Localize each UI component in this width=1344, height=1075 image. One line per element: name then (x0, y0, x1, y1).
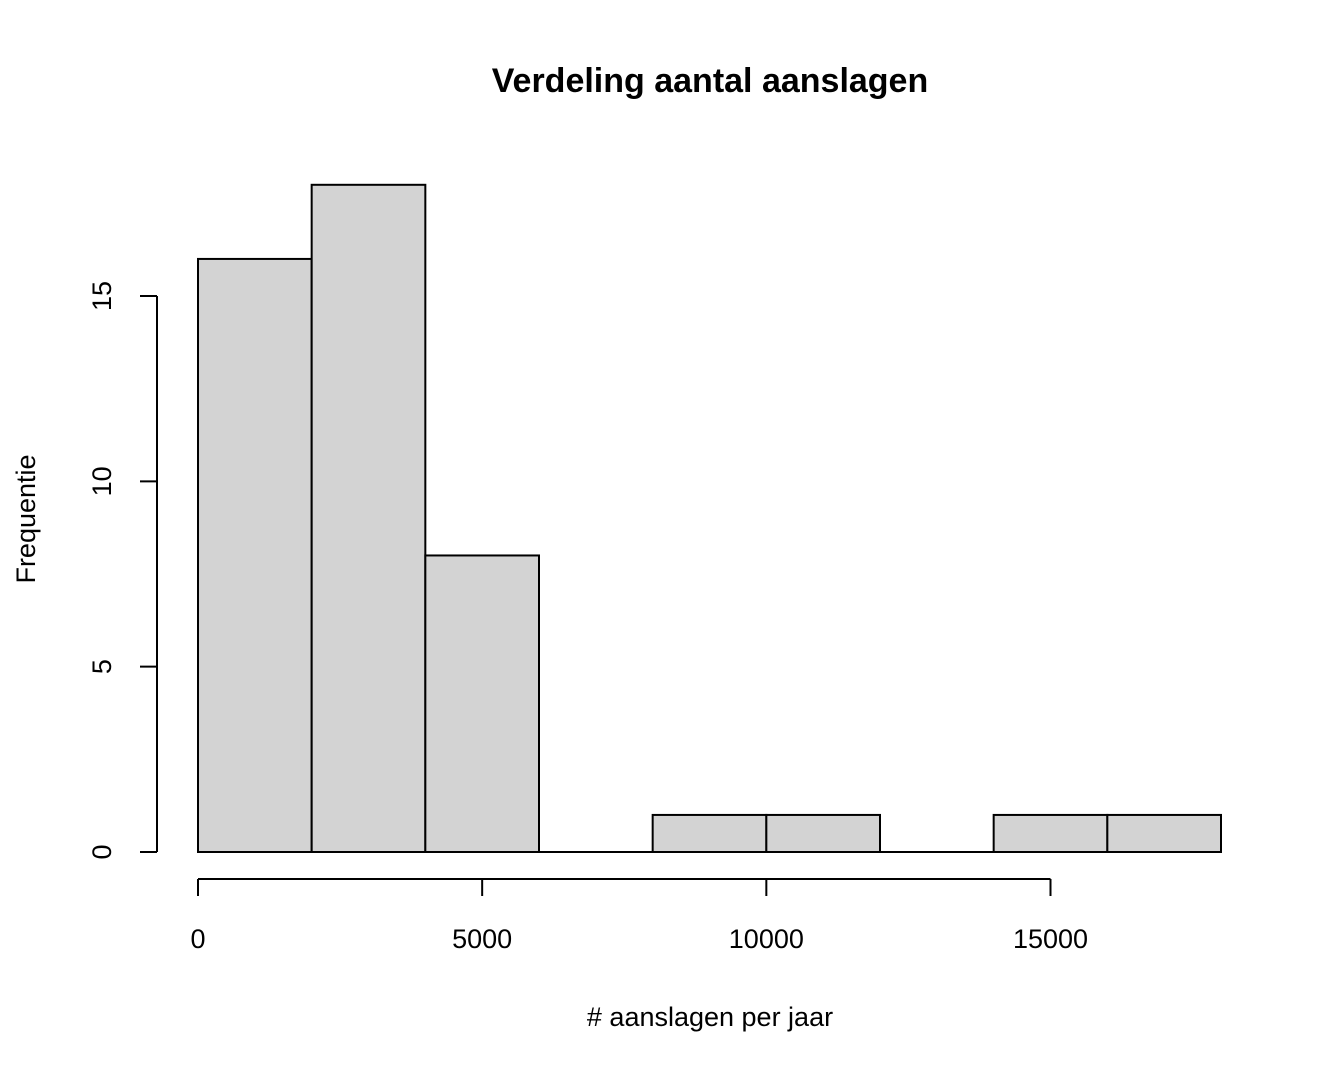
y-axis-label: Frequentie (11, 454, 41, 583)
x-tick-label: 5000 (452, 924, 512, 954)
histogram-bar (765, 813, 881, 854)
histogram-bar (310, 183, 427, 854)
x-axis: 0 5000 10000 15000 (190, 878, 1088, 954)
x-tick-label: 10000 (729, 924, 804, 954)
y-tick-label: 10 (87, 466, 117, 496)
bars (197, 183, 1223, 854)
histogram-bar (197, 257, 313, 853)
y-tick-label: 15 (87, 281, 117, 311)
x-tick-label: 0 (190, 924, 205, 954)
y-tick-label: 0 (87, 844, 117, 859)
y-axis: 0 5 10 15 (87, 281, 158, 860)
histogram-bar (1106, 813, 1223, 854)
x-axis-label: # aanslagen per jaar (587, 1002, 833, 1032)
histogram-bar (992, 813, 1109, 854)
y-tick-label: 5 (87, 659, 117, 674)
histogram-bar (651, 813, 768, 854)
x-tick-label: 15000 (1013, 924, 1088, 954)
chart-title: Verdeling aantal aanslagen (492, 62, 929, 100)
histogram-bar (424, 554, 541, 853)
